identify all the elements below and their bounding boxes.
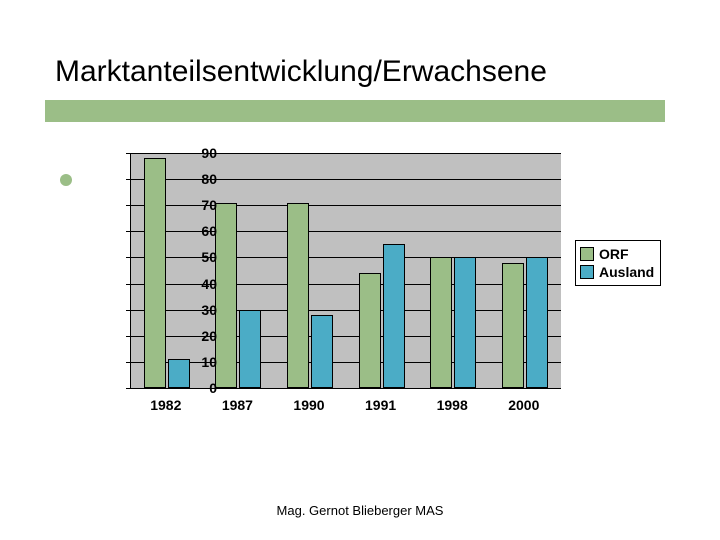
legend-label: Ausland <box>599 264 654 280</box>
y-tick <box>126 310 131 311</box>
bar-ausland-1998 <box>454 257 476 388</box>
y-axis-label: 90 <box>187 145 217 161</box>
legend-item-ausland: Ausland <box>580 264 654 280</box>
y-tick <box>126 153 131 154</box>
legend-item-orf: ORF <box>580 246 654 262</box>
chart-legend: ORF Ausland <box>575 240 661 286</box>
page-title: Marktanteilsentwicklung/Erwachsene <box>55 55 547 89</box>
x-axis-label: 1998 <box>422 397 482 413</box>
y-tick <box>126 284 131 285</box>
y-tick <box>126 205 131 206</box>
chart: ORF Ausland 0 10 20 30 40 50 60 70 80 90 1982 1987 1… <box>95 145 655 445</box>
x-axis-label: 1982 <box>136 397 196 413</box>
y-axis-label: 80 <box>187 171 217 187</box>
title-underline <box>45 100 665 122</box>
legend-swatch-orf <box>580 247 594 261</box>
bar-orf-1987 <box>215 203 237 388</box>
y-axis-label: 10 <box>187 354 217 370</box>
bar-ausland-2000 <box>526 257 548 388</box>
y-tick <box>126 231 131 232</box>
bar-ausland-1987 <box>239 310 261 388</box>
slide: Marktanteilsentwicklung/Erwachsene ORF A… <box>0 0 720 540</box>
legend-label: ORF <box>599 246 629 262</box>
bar-orf-2000 <box>502 263 524 388</box>
y-axis-label: 60 <box>187 223 217 239</box>
y-axis-label: 70 <box>187 197 217 213</box>
y-axis-label: 20 <box>187 328 217 344</box>
y-tick <box>126 336 131 337</box>
y-tick <box>126 362 131 363</box>
bar-ausland-1991 <box>383 244 405 388</box>
bar-orf-1998 <box>430 257 452 388</box>
footer-text: Mag. Gernot Blieberger MAS <box>0 503 720 518</box>
bar-orf-1990 <box>287 203 309 388</box>
y-axis-label: 0 <box>187 380 217 396</box>
bar-ausland-1990 <box>311 315 333 388</box>
y-tick <box>126 388 131 389</box>
x-axis-label: 1991 <box>351 397 411 413</box>
x-axis-label: 2000 <box>494 397 554 413</box>
y-axis-label: 40 <box>187 276 217 292</box>
x-axis-label: 1990 <box>279 397 339 413</box>
y-axis-label: 30 <box>187 302 217 318</box>
y-tick <box>126 257 131 258</box>
bullet-icon <box>60 174 72 186</box>
bar-orf-1982 <box>144 158 166 388</box>
x-axis-label: 1987 <box>207 397 267 413</box>
y-tick <box>126 179 131 180</box>
legend-swatch-ausland <box>580 265 594 279</box>
y-axis-label: 50 <box>187 249 217 265</box>
bar-orf-1991 <box>359 273 381 388</box>
